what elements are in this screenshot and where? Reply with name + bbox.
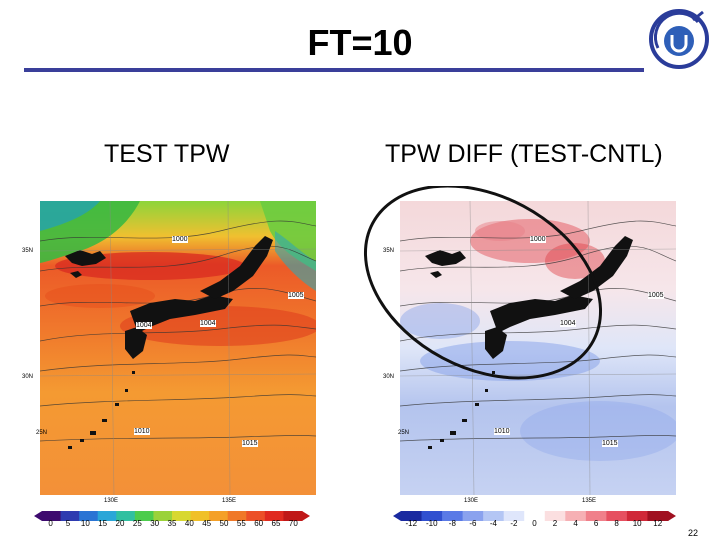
colorbar-svg <box>393 511 676 521</box>
colorbar-swatch <box>647 511 669 521</box>
diff-colorbar <box>393 508 676 521</box>
colorbar-swatch <box>421 511 443 521</box>
contour-label: 1015 <box>242 440 258 447</box>
colorbar-tick-label: -2 <box>510 519 518 528</box>
contour-label: 1000 <box>530 236 546 243</box>
colorbar-tick-label: -4 <box>489 519 497 528</box>
colorbar-swatch <box>42 511 62 521</box>
colorbar-swatch <box>190 511 210 521</box>
colorbar-tick-label: 4 <box>573 519 578 528</box>
colorbar-swatch <box>116 511 136 521</box>
colorbar-tick-label: 10 <box>80 519 90 528</box>
right-panel-label: TPW DIFF (TEST-CNTL) <box>385 140 663 168</box>
left-panel-label: TEST TPW <box>104 140 230 168</box>
colorbar-tick-label: -12 <box>405 519 418 528</box>
title-rule <box>24 68 644 72</box>
contour-label: 1010 <box>134 428 150 435</box>
colorbar-tick-label: 70 <box>288 519 298 528</box>
colorbar-tick-label: 40 <box>184 519 194 528</box>
colorbar-tick-label: 0 <box>48 519 53 528</box>
contour-label: 1005 <box>648 292 664 299</box>
colorbar-tick-label: 45 <box>202 519 212 528</box>
colorbar-tick-label: 15 <box>98 519 108 528</box>
colorbar-tick-label: 50 <box>219 519 229 528</box>
lon-label: 130E <box>464 498 479 504</box>
colorbar-swatch <box>79 511 99 521</box>
lat-label: 30N <box>22 374 34 380</box>
colorbar-swatch <box>442 511 464 521</box>
lat-label: 25N <box>398 430 410 436</box>
colorbar-swatch <box>483 511 505 521</box>
colorbar-tick-label: -8 <box>448 519 456 528</box>
lon-label: 135E <box>582 498 597 504</box>
colorbar-swatch <box>524 511 546 521</box>
colorbar-swatch <box>503 511 525 521</box>
tpw-colorbar <box>34 508 310 521</box>
colorbar-swatch <box>462 511 484 521</box>
colorbar-tick-label: 60 <box>254 519 264 528</box>
colorbar-swatch <box>60 511 80 521</box>
colorbar-swatch <box>585 511 607 521</box>
page-number: 22 <box>687 528 698 538</box>
contour-label: 1015 <box>602 440 618 447</box>
colorbar-tick-label: 12 <box>653 519 663 528</box>
lat-label: 30N <box>383 374 395 380</box>
colorbar-tick-label: 20 <box>115 519 125 528</box>
contour-label: 1004 <box>136 322 152 329</box>
colorbar-max-arrow <box>668 511 676 521</box>
colorbar-tick-label: 10 <box>632 519 642 528</box>
colorbar-tick-label: 30 <box>150 519 160 528</box>
contour-label: 1000 <box>172 236 188 243</box>
colorbar-tick-label: 5 <box>65 519 71 528</box>
colorbar-tick-label: -10 <box>426 519 438 528</box>
colorbar-swatch <box>134 511 154 521</box>
highlight-ellipse <box>363 186 603 380</box>
lon-label: 130E <box>104 498 119 504</box>
tpw-map <box>40 201 316 495</box>
colorbar-tick-label: 8 <box>614 519 619 528</box>
colorbar-min-arrow <box>34 511 42 521</box>
tpw-colorbar-ticks: 0 5 10 15 20 25 30 35 40 45 50 55 60 65 70 <box>34 519 310 531</box>
colorbar-tick-label: 25 <box>132 519 142 528</box>
lon-label: 135E <box>222 498 237 504</box>
colorbar-tick-label: 2 <box>552 519 558 528</box>
colorbar-swatch <box>565 511 587 521</box>
colorbar-swatch <box>401 511 423 521</box>
colorbar-min-arrow <box>393 511 401 521</box>
logo-icon <box>649 9 709 69</box>
colorbar-tick-label: -6 <box>469 519 477 528</box>
colorbar-tick-label: 65 <box>271 519 281 528</box>
lat-label: 25N <box>36 430 48 436</box>
colorbar-swatch <box>283 511 303 521</box>
colorbar-swatch <box>606 511 628 521</box>
colorbar-tick-label: 55 <box>236 519 246 528</box>
contour-label: 1004 <box>560 320 576 327</box>
colorbar-swatch <box>153 511 173 521</box>
colorbar-tick-label: 35 <box>167 519 177 528</box>
colorbar-swatch <box>97 511 117 521</box>
colorbar-tick-label: 6 <box>593 519 599 528</box>
colorbar-swatch <box>172 511 192 521</box>
colorbar-tick-label: 0 <box>532 519 537 528</box>
contour-label: 1004 <box>200 320 216 327</box>
colorbar-svg <box>34 511 310 521</box>
colorbar-swatch <box>544 511 566 521</box>
lat-label: 35N <box>383 248 395 254</box>
colorbar-swatch <box>626 511 648 521</box>
colorbar-swatch <box>264 511 284 521</box>
colorbar-max-arrow <box>302 511 310 521</box>
slide-title: FT=10 <box>307 22 413 63</box>
colorbar-swatch <box>227 511 247 521</box>
contour-label: 1010 <box>494 428 510 435</box>
diff-colorbar-ticks: -12 -10 -8 -6 -4 -2 0 2 4 6 8 10 12 <box>393 519 676 531</box>
contour-label: 1005 <box>288 292 304 299</box>
colorbar-swatch <box>246 511 266 521</box>
lat-label: 35N <box>22 248 34 254</box>
colorbar-swatch <box>209 511 229 521</box>
